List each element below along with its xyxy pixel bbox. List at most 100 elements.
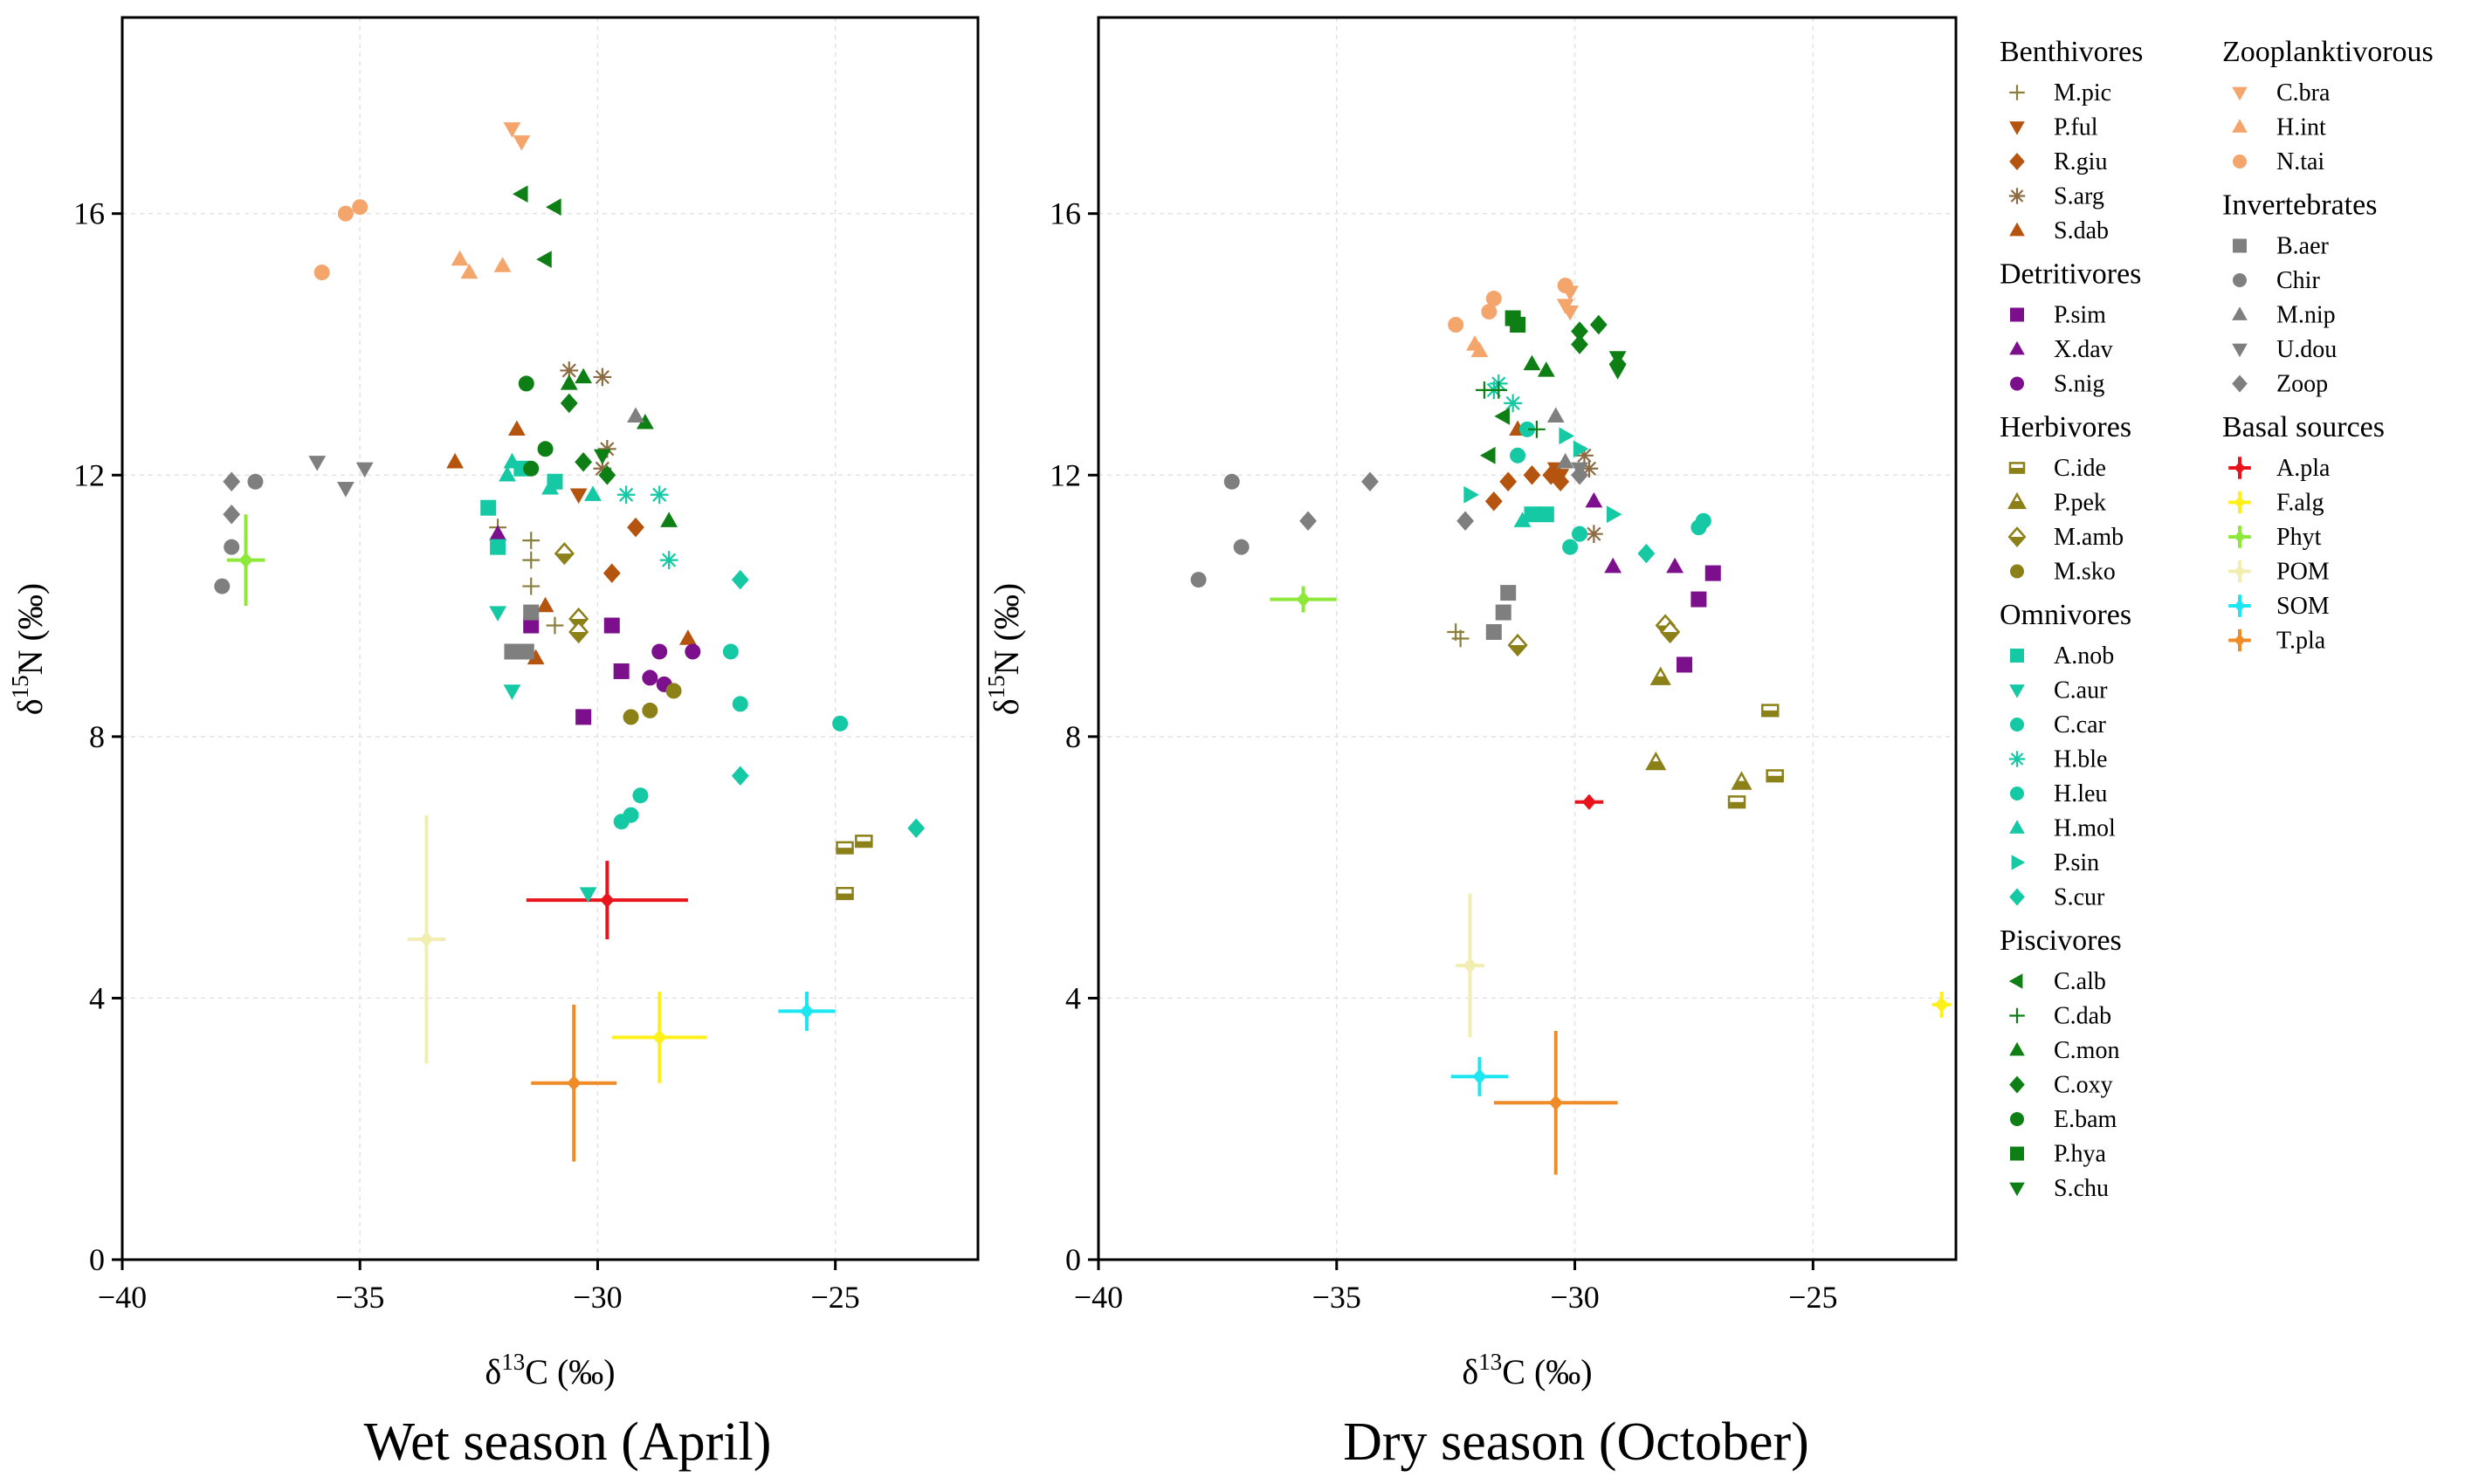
data-point-n-tai — [337, 205, 354, 222]
legend-label: M.sko — [2054, 559, 2116, 586]
data-point-c-oxy — [575, 452, 593, 472]
legend-label: Phyt — [2276, 524, 2322, 551]
data-point-s-dab — [536, 596, 554, 613]
data-point-p-sim — [575, 709, 592, 725]
axis-ticks: −40 −35 −30 −25 0 4 8 12 16 — [1050, 196, 1837, 1315]
legend-swatch — [2232, 306, 2248, 320]
dry-season-panel: −40 −35 −30 −25 0 4 8 12 16 δ13C (‰) δ15N (‰) — [983, 16, 1958, 1391]
basal-source-som — [778, 991, 836, 1031]
data-point-h-ble — [1504, 394, 1522, 413]
dry-season-title: Dry season (October) — [1343, 1412, 1809, 1472]
data-point-zoop — [1361, 471, 1379, 492]
y-tick-label: 12 — [1050, 457, 1081, 492]
data-point-c-mon — [660, 512, 678, 527]
legend-swatch — [2008, 188, 2026, 204]
data-point-p-sim — [523, 617, 540, 634]
plot-frame — [1097, 16, 1958, 1261]
legend-swatch — [2233, 155, 2247, 168]
x-axis-title: δ13C (‰) — [1462, 1349, 1592, 1391]
wet-season-panel: −40 −35 −30 −25 0 4 8 12 16 δ13C (‰) δ15N (‰) — [7, 16, 980, 1391]
data-point-h-ble — [659, 551, 678, 569]
legend-label: SOM — [2276, 593, 2330, 620]
data-point-h-leu — [722, 643, 739, 660]
data-point-p-ful — [569, 488, 588, 505]
data-point-n-tai — [1481, 304, 1498, 320]
legend-item-a-pla: A.pla — [2228, 455, 2331, 482]
y-tick-label: 12 — [73, 457, 105, 492]
data-point-c-bra — [513, 135, 531, 151]
legend-label: H.ble — [2054, 746, 2107, 773]
basal-source-som — [1450, 1056, 1509, 1096]
data-point-p-pek — [1649, 666, 1671, 685]
data-point-c-dab — [1528, 420, 1546, 438]
legend-group-zooplanktivorous: Zooplanktivorous C.bra H.int N.tai — [2222, 36, 2434, 175]
legend-label: S.cur — [2054, 884, 2105, 911]
data-point-s-nig — [685, 643, 701, 660]
legend-item-m-sko: M.sko — [2010, 559, 2116, 586]
data-point-r-giu — [602, 563, 621, 583]
data-point-c-alb — [536, 251, 552, 269]
data-point-h-int — [451, 250, 469, 266]
legend-label: C.bra — [2276, 79, 2331, 106]
data-point-h-leu — [1562, 539, 1579, 555]
data-point-zoop — [223, 471, 241, 492]
legend-label: R.giu — [2054, 148, 2107, 175]
legend-swatch — [2010, 1112, 2024, 1126]
data-point-c-ide — [1766, 769, 1784, 783]
y-tick-label: 4 — [1065, 980, 1081, 1015]
data-point-c-dab — [1490, 381, 1508, 399]
data-point-s-cur — [1637, 543, 1656, 564]
legend-swatch — [2009, 121, 2025, 135]
data-point-c-car — [623, 807, 639, 823]
legend-label: U.dou — [2276, 336, 2337, 363]
legend-label: C.ide — [2054, 455, 2106, 482]
data-point-m-amb — [568, 620, 589, 644]
data-point-chir — [224, 539, 240, 555]
data-point-e-bam — [537, 441, 554, 457]
data-point-m-pic — [522, 532, 541, 550]
legend-item-s-chu: S.chu — [2009, 1175, 2109, 1202]
data-point-c-alb — [1480, 446, 1496, 464]
data-point-s-arg — [1575, 446, 1594, 465]
legend-item-n-tai: N.tai — [2233, 148, 2324, 175]
legend-swatch — [2007, 526, 2027, 547]
legend-swatch — [2010, 649, 2024, 663]
data-point-h-mol — [1513, 512, 1532, 527]
legend-label: S.dab — [2054, 217, 2109, 244]
data-point-c-ide — [836, 887, 854, 901]
legend-swatch — [2233, 273, 2247, 287]
data-point-c-oxy — [598, 465, 616, 485]
legend-item-p-ful: P.ful — [2009, 114, 2098, 141]
data-point-h-int — [493, 257, 512, 272]
legend-group-title: Zooplanktivorous — [2222, 36, 2434, 68]
legend-swatch — [2232, 374, 2248, 393]
data-point-r-giu — [1552, 471, 1570, 492]
legend-item-c-car: C.car — [2010, 711, 2107, 739]
data-point-p-sin — [1573, 440, 1589, 458]
legend-swatch — [2010, 564, 2024, 579]
data-point-m-amb — [554, 541, 575, 566]
data-point-m-amb — [1507, 633, 1528, 657]
data-point-c-bra — [1561, 305, 1579, 321]
data-point-b-aer — [504, 643, 520, 660]
legend-label: H.int — [2276, 114, 2326, 141]
data-point-s-arg — [1585, 525, 1603, 544]
legend-swatch — [2008, 462, 2026, 474]
legend-item-t-pla: T.pla — [2228, 628, 2326, 655]
legend-swatch — [2010, 718, 2024, 732]
legend-group-herbivores: Herbivores C.ide P.pek M.amb M.sko — [2000, 411, 2131, 586]
legend-swatch — [2009, 684, 2025, 698]
data-point-u-dou — [336, 482, 355, 498]
data-point-s-chu — [1608, 351, 1627, 367]
data-point-h-mol — [541, 478, 559, 495]
legend-label: B.aer — [2276, 233, 2330, 260]
legend-swatch — [2232, 343, 2248, 358]
data-point-r-giu — [1499, 471, 1518, 492]
legend-swatch — [2009, 340, 2025, 355]
data-point-s-cur — [731, 569, 749, 590]
data-point-a-nob — [480, 499, 497, 516]
legend-item-p-pek: P.pek — [2007, 490, 2106, 517]
data-point-c-ide — [1727, 795, 1746, 809]
legend-item-s-cur: S.cur — [2009, 884, 2105, 911]
data-point-p-sim — [1677, 656, 1693, 673]
